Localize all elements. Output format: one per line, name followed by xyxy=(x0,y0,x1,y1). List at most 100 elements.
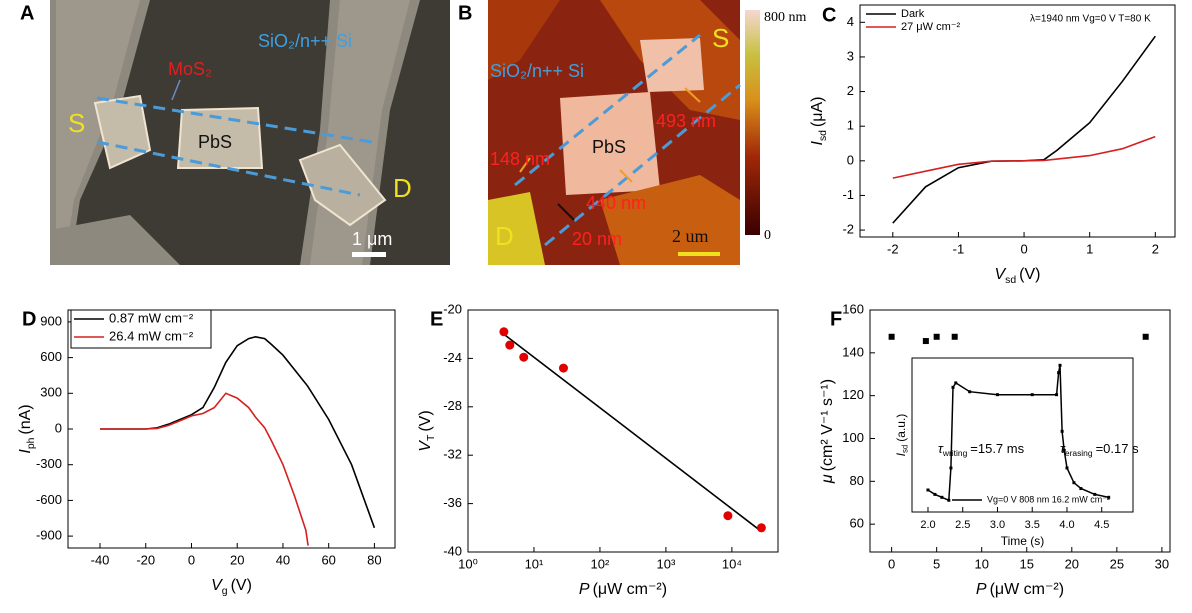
data-point xyxy=(1030,393,1034,397)
annotation-unit: =0.17 s xyxy=(1096,441,1140,456)
scale-label: 1 μm xyxy=(352,229,392,249)
data-point xyxy=(933,492,937,496)
substrate-label: SiO₂/n++ Si xyxy=(490,61,584,81)
annotation-sub: erasing xyxy=(1065,448,1093,458)
y-axis-label-unit: (nA) xyxy=(17,404,34,434)
panel-label: E xyxy=(430,308,443,330)
x-axis-label: Time (s) xyxy=(1001,534,1045,548)
x-tick-label: -20 xyxy=(136,552,155,567)
colorbar-max: 800 nm xyxy=(764,10,807,25)
data-line xyxy=(927,365,1109,502)
thickness-label: 493 nm xyxy=(656,111,716,131)
y-tick-label: 60 xyxy=(850,516,864,531)
x-tick-label: 10² xyxy=(591,556,610,571)
data-line xyxy=(100,335,376,529)
x-tick-label: 10 xyxy=(974,556,988,571)
data-point xyxy=(1057,371,1061,375)
x-tick-label: 4.5 xyxy=(1094,519,1109,531)
legend-label: 0.87 mW cm⁻² xyxy=(109,310,194,325)
panel-label: A xyxy=(20,2,34,24)
y-tick-label: -900 xyxy=(36,528,62,543)
thickness-label: 20 nm xyxy=(572,229,622,249)
data-point xyxy=(1142,333,1149,340)
x-axis-label-unit: (V) xyxy=(1019,266,1040,283)
y-axis-label-symbol: μ xyxy=(819,474,836,484)
data-point xyxy=(926,488,930,492)
y-tick-label: 120 xyxy=(842,387,864,402)
thickness-label: 440 nm xyxy=(586,193,646,213)
y-axis-label: Iph (nA) xyxy=(17,404,36,453)
x-axis-label-sub: sd xyxy=(1005,275,1016,286)
data-point xyxy=(558,363,568,373)
y-tick-label: -600 xyxy=(36,492,62,507)
y-tick-label: 100 xyxy=(842,430,864,445)
y-axis-label-unit: (μA) xyxy=(809,97,826,128)
y-tick-label: 0 xyxy=(847,152,854,167)
y-tick-label: 1 xyxy=(847,118,854,133)
y-axis-label: VT (V) xyxy=(417,410,436,451)
annotation-sub: writing xyxy=(942,448,968,458)
x-tick-label: 3.5 xyxy=(1025,519,1040,531)
y-tick-label: -20 xyxy=(443,301,462,316)
x-axis-label-symbol: V xyxy=(211,577,223,594)
panel-label: F xyxy=(830,308,842,330)
pbs-label: PbS xyxy=(592,137,626,157)
data-point xyxy=(1065,466,1069,470)
y-tick-label: -1 xyxy=(842,187,854,202)
y-axis-label: Isd (μA) xyxy=(809,97,828,146)
data-point xyxy=(949,466,953,470)
scale-label: 2 um xyxy=(672,226,709,246)
y-tick-label: -40 xyxy=(443,543,462,558)
data-point xyxy=(947,498,951,502)
y-axis-label-sub: ph xyxy=(26,437,37,449)
x-axis-label: Vg (V) xyxy=(211,577,252,596)
x-tick-label: -2 xyxy=(887,241,899,256)
x-tick-label: 15 xyxy=(1020,556,1034,571)
data-point xyxy=(922,338,929,345)
y-tick-label: -36 xyxy=(443,495,462,510)
data-point xyxy=(968,390,972,394)
annotation: λ=1940 nm Vg=0 V T=80 K xyxy=(1030,14,1151,25)
x-tick-label: 1 xyxy=(1086,241,1093,256)
legend-label: 27 μW cm⁻² xyxy=(901,21,961,33)
x-tick-label: 3.0 xyxy=(990,519,1005,531)
y-axis-label-unit: (cm² V⁻¹ s⁻¹) xyxy=(819,379,836,471)
panel-label: D xyxy=(22,308,36,330)
x-tick-label: 2 xyxy=(1152,241,1159,256)
legend-label: Vg=0 V 808 nm 16.2 mW cm⁻² xyxy=(987,494,1110,504)
sem-image xyxy=(50,0,450,265)
y-axis-label-unit: (a.u.) xyxy=(894,414,908,442)
data-point xyxy=(951,333,958,340)
x-axis-label-symbol: P xyxy=(976,581,987,598)
x-axis-label-unit: (V) xyxy=(231,577,252,594)
x-axis-label-unit: (μW cm⁻²) xyxy=(593,581,668,598)
y-tick-label: -28 xyxy=(443,398,462,413)
x-tick-label: 0 xyxy=(1020,241,1027,256)
x-tick-label: 20 xyxy=(230,552,244,567)
y-axis-label: μ (cm² V⁻¹ s⁻¹) xyxy=(819,379,836,484)
y-axis-label-symbol: V xyxy=(417,440,434,452)
x-tick-label: 10⁰ xyxy=(458,556,478,571)
source-label: S xyxy=(712,23,729,53)
x-tick-label: 0 xyxy=(888,556,895,571)
mos2-label: MoS₂ xyxy=(168,59,212,79)
x-tick-label: 30 xyxy=(1155,556,1169,571)
y-axis-label: Isd (a.u.) xyxy=(894,414,909,457)
x-tick-label: 20 xyxy=(1065,556,1079,571)
annotation-unit: =15.7 ms xyxy=(970,441,1024,456)
y-tick-label: 300 xyxy=(40,385,62,400)
x-tick-label: 40 xyxy=(276,552,290,567)
x-tick-label: 60 xyxy=(321,552,335,567)
y-tick-label: 2 xyxy=(847,83,854,98)
panel-label: B xyxy=(458,2,472,24)
y-tick-label: -32 xyxy=(443,447,462,462)
y-tick-label: 0 xyxy=(55,420,62,435)
data-point xyxy=(951,385,955,389)
inset-frame xyxy=(911,357,1134,513)
x-axis-label-symbol: V xyxy=(995,266,1007,283)
data-point xyxy=(1093,492,1097,496)
data-point xyxy=(723,511,733,521)
data-point xyxy=(1072,481,1076,485)
x-axis-label-unit: (μW cm⁻²) xyxy=(990,581,1065,598)
